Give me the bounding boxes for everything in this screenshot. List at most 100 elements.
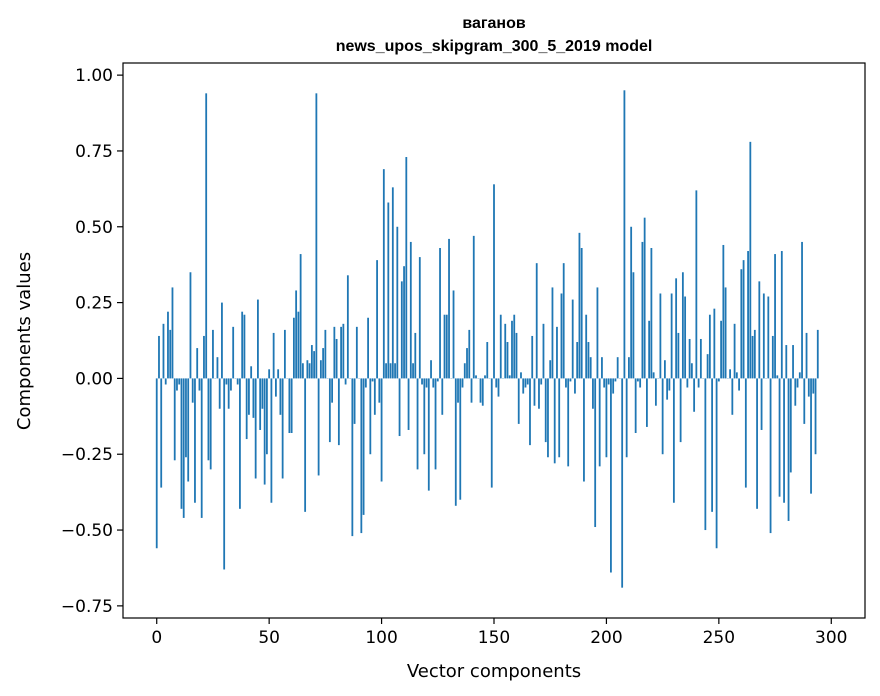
bar [225,378,228,385]
bar [634,378,637,433]
bar [803,378,806,424]
bar [744,378,747,488]
bar [612,378,615,394]
bar [261,378,264,409]
chart-title: ваганов [462,15,526,32]
bar [470,378,473,403]
bar [801,241,803,379]
bar [614,378,617,382]
bar [659,293,662,379]
bar [389,363,392,379]
bar [513,314,516,379]
bar [699,338,702,379]
y-tick-label: −0.50 [61,521,113,541]
bar [263,378,266,485]
bar [425,378,428,388]
bar [738,378,740,391]
bar [283,329,286,379]
bar [697,378,700,388]
bar [319,360,322,379]
bar [598,378,601,467]
bar [628,357,630,379]
bar [324,329,327,379]
bar [331,378,334,403]
bar [335,338,338,379]
bar [346,275,349,379]
bar [547,378,549,458]
bar [250,366,253,379]
y-tick-label: 1.00 [75,66,113,86]
bar [760,378,763,430]
bar [364,378,367,388]
bar [189,272,192,379]
bar [360,378,363,534]
bar [767,296,770,379]
bar [353,378,356,424]
bar [297,311,300,379]
bar [661,378,664,455]
bar [241,311,244,379]
bar [787,378,790,521]
bar [257,299,259,379]
bar [535,263,538,379]
bar [722,244,725,379]
bar [317,378,320,476]
bar [162,323,165,379]
bar [589,357,592,379]
bar [187,378,190,482]
bar [281,378,284,479]
bar [178,378,181,385]
bar [158,335,160,379]
x-tick-label: 300 [815,628,847,648]
bar [771,335,774,379]
bar [382,169,385,379]
bar [479,378,482,403]
bar [308,363,311,379]
y-tick-label: 0.00 [75,369,113,389]
bar [270,378,273,503]
x-tick-label: 0 [151,628,162,648]
bar [461,378,464,388]
bar [567,378,570,467]
bar [176,378,178,391]
bar [268,369,271,379]
bar [463,363,466,379]
bar [605,378,608,458]
y-axis-ticks: −0.75 −0.50 −0.25 0.00 0.25 0.50 0.75 1.00 [61,66,123,617]
bar [378,378,381,403]
bar [472,235,475,379]
bar [670,293,673,379]
bar [551,287,554,379]
bar [592,378,594,409]
bar [562,263,565,379]
bar [427,378,430,491]
bar [717,378,720,382]
bar [418,257,421,379]
chart-subtitle: news_upos_skipgram_300_5_2019 model [336,38,653,55]
bar [569,378,572,382]
bar [517,378,520,424]
bar [209,378,212,470]
bar [409,241,412,379]
bar [295,290,298,379]
bar [313,351,316,379]
bar [306,360,309,379]
bar [243,314,246,379]
bar [558,378,561,458]
bar [272,332,275,379]
bar [191,378,194,403]
bar [493,184,495,379]
bar [499,314,502,379]
bar [632,272,635,379]
bar [232,326,235,379]
bar [778,378,781,497]
bar [601,357,603,379]
bar [578,232,581,379]
bar [720,320,722,379]
bar [526,378,529,385]
bar [520,372,522,379]
bar [371,378,374,382]
bar [454,378,457,506]
bar [603,378,606,388]
bar [531,335,534,379]
